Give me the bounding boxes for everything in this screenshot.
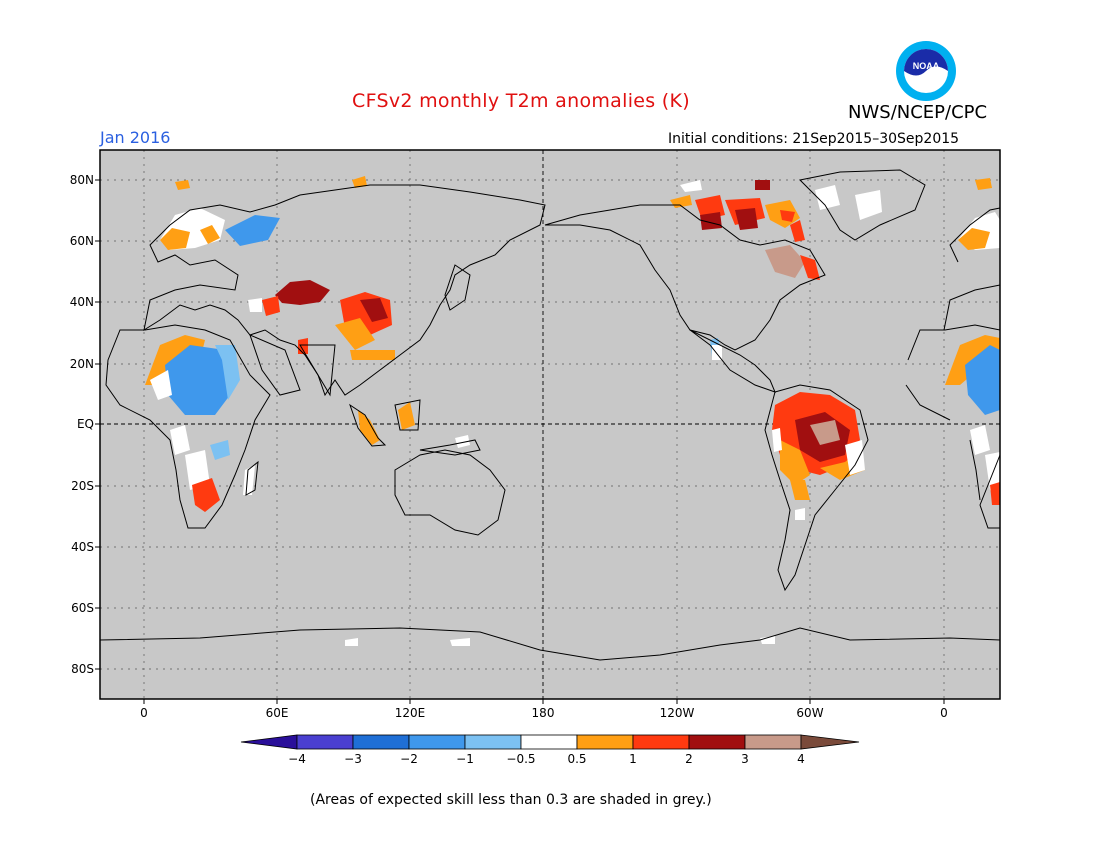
colorbar-tick: 0.5 [567, 752, 587, 766]
lat-ticks [95, 179, 100, 670]
lon-label-0: 0 [140, 706, 148, 720]
coastlines [99, 169, 1001, 661]
colorbar-cell [688, 734, 746, 750]
organization-label: NWS/NCEP/CPC [848, 102, 988, 123]
colorbar-cell [800, 734, 860, 750]
lat-label-40s: 40S [71, 540, 94, 554]
colorbar-tick: 4 [797, 752, 805, 766]
lon-label-60e: 60E [265, 706, 289, 720]
lon-label-0-right: 0 [940, 706, 948, 720]
colorbar-cell [744, 734, 802, 750]
lat-label-60s: 60S [71, 601, 94, 615]
lon-ticks [143, 699, 945, 704]
lon-label-120w: 120W [659, 706, 695, 720]
valid-month: Jan 2016 [100, 128, 171, 147]
lat-label-40n: 40N [69, 295, 94, 309]
lon-label-60w: 60W [796, 706, 824, 720]
colorbar-tick: 3 [741, 752, 749, 766]
colorbar-cell [520, 734, 578, 750]
colorbar-tick: −1 [456, 752, 474, 766]
colorbar-tick: 2 [685, 752, 693, 766]
lat-label-80s: 80S [71, 662, 94, 676]
lat-label-eq: EQ [76, 417, 94, 431]
colorbar-tick: −4 [288, 752, 306, 766]
lat-label-20s: 20S [71, 479, 94, 493]
initial-conditions: Initial conditions: 21Sep2015–30Sep2015 [668, 131, 960, 147]
colorbar-cell [352, 734, 410, 750]
skill-footnote: (Areas of expected skill less than 0.3 a… [310, 792, 712, 808]
noaa-logo-text: NOAA [913, 61, 940, 71]
colorbar-cell [296, 734, 354, 750]
colorbar-tick: 1 [629, 752, 637, 766]
lon-label-120e: 120E [394, 706, 426, 720]
lat-label-60n: 60N [69, 234, 94, 248]
map-title: CFSv2 monthly T2m anomalies (K) [352, 90, 690, 112]
colorbar-tick: −0.5 [506, 752, 536, 766]
colorbar-cell [464, 734, 522, 750]
colorbar-cell [632, 734, 690, 750]
lat-label-80n: 80N [69, 173, 94, 187]
lon-label-180: 180 [531, 706, 555, 720]
noaa-logo: NOAA [896, 41, 956, 101]
colorbar-cell [408, 734, 466, 750]
colorbar-cell [576, 734, 634, 750]
anomaly-patches [145, 176, 1000, 646]
colorbar-tick: −3 [344, 752, 362, 766]
colorbar-cell [240, 734, 298, 750]
colorbar-tick: −2 [400, 752, 418, 766]
lat-label-20n: 20N [69, 357, 94, 371]
